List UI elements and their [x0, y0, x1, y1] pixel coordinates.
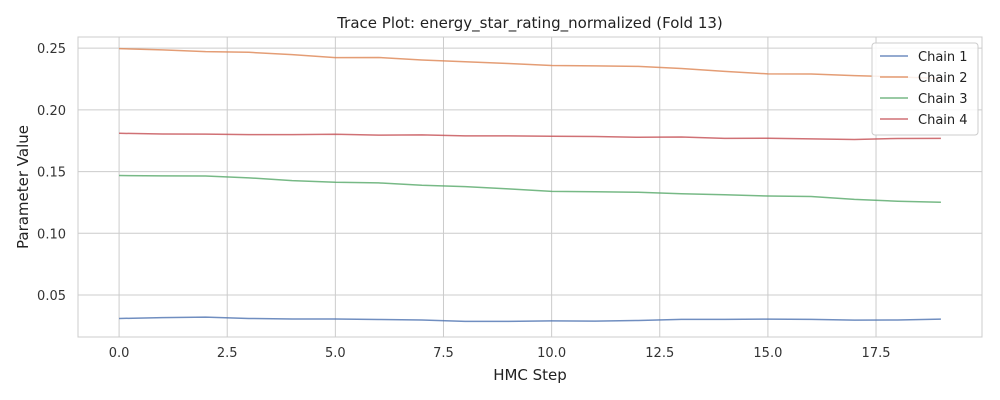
x-tick-label: 12.5	[645, 346, 674, 361]
plot-frame	[77, 36, 983, 338]
series-line-chain-3	[119, 174, 941, 203]
x-tick-label: 7.5	[433, 346, 454, 361]
x-tick-label: 5.0	[325, 346, 346, 361]
x-tick-label: 15.0	[753, 346, 782, 361]
legend-box	[871, 42, 979, 136]
legend: Chain 1 Chain 2 Chain 3 Chain 4	[871, 42, 979, 136]
chart-title: Trace Plot: energy_star_rating_normalize…	[336, 14, 723, 33]
series-line-chain-2	[119, 47, 941, 80]
x-tick-label: 17.5	[862, 346, 891, 361]
legend-label-chain-3: Chain 3	[918, 92, 968, 107]
x-axis-title: HMC Step	[493, 366, 567, 384]
series-line-chain-4	[119, 132, 941, 141]
y-tick-label: 0.05	[37, 289, 66, 304]
series-line-chain-1	[119, 316, 941, 323]
y-tick-label: 0.15	[37, 166, 66, 181]
legend-label-chain-1: Chain 1	[918, 50, 968, 65]
legend-label-chain-4: Chain 4	[918, 113, 968, 128]
y-axis-title: Parameter Value	[14, 125, 32, 249]
plot-background	[78, 37, 982, 337]
series-layer	[119, 47, 941, 323]
grid-layer	[78, 37, 982, 337]
y-tick-label: 0.20	[37, 104, 66, 119]
x-tick-label: 10.0	[537, 346, 566, 361]
tick-layer: 0.0 2.5 5.0 7.5 10.0 12.5 15.0 17.5 0.05 0.10 0.15…	[37, 42, 890, 361]
y-tick-label: 0.25	[37, 42, 66, 57]
legend-label-chain-2: Chain 2	[918, 71, 968, 86]
x-tick-label: 2.5	[217, 346, 238, 361]
x-tick-label: 0.0	[109, 346, 130, 361]
y-tick-label: 0.10	[37, 227, 66, 242]
